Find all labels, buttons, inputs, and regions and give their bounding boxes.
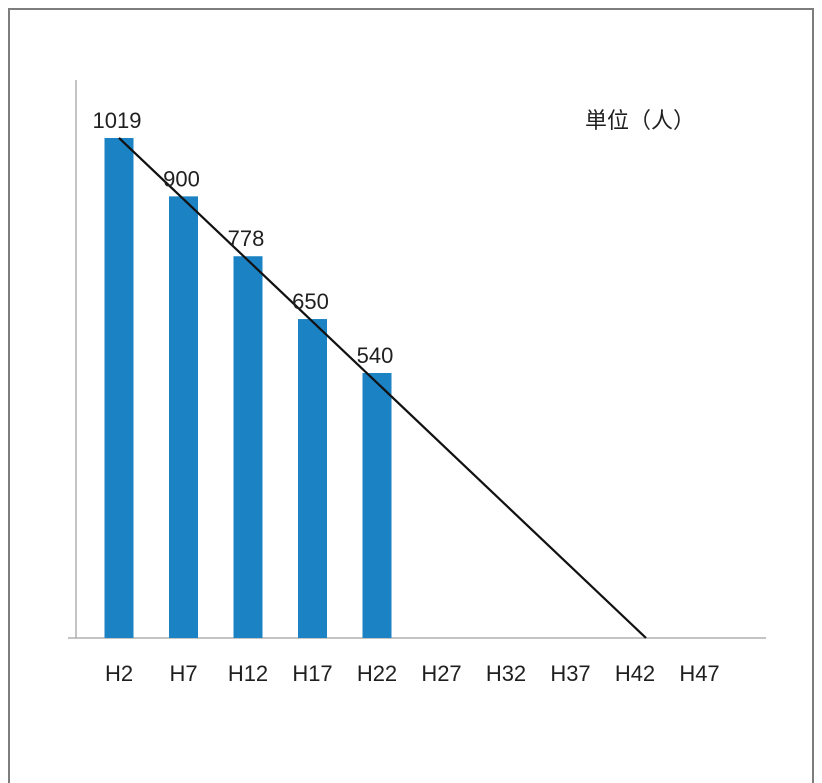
bar-H22 xyxy=(362,373,392,638)
unit-label: 単位（人） xyxy=(585,109,695,134)
bar-H17 xyxy=(298,319,327,638)
value-label-H2: 1019 xyxy=(93,108,142,133)
value-labels: 1019 900 778 650 540 xyxy=(93,108,394,368)
category-label-H47: H47 xyxy=(679,661,719,686)
trendline xyxy=(118,137,647,639)
category-label-H7: H7 xyxy=(169,661,197,686)
bar-H2 xyxy=(104,137,134,639)
category-label-H12: H12 xyxy=(228,661,268,686)
category-label-H32: H32 xyxy=(486,661,526,686)
category-label-H2: H2 xyxy=(105,661,133,686)
category-label-H37: H37 xyxy=(550,661,590,686)
chart-frame xyxy=(8,8,814,783)
value-label-H7: 900 xyxy=(163,166,200,191)
value-label-H17: 650 xyxy=(292,289,329,314)
category-label-H17: H17 xyxy=(292,661,332,686)
category-labels: H2 H7 H12 H17 H22 H27 H32 H37 H42 H47 xyxy=(105,661,720,686)
trendline-group xyxy=(118,137,647,639)
value-label-H12: 778 xyxy=(228,226,265,251)
bar-H12 xyxy=(233,256,263,638)
value-label-H22: 540 xyxy=(357,343,394,368)
bars xyxy=(104,137,392,639)
bar-H7 xyxy=(169,196,198,638)
category-label-H42: H42 xyxy=(615,661,655,686)
category-label-H27: H27 xyxy=(421,661,461,686)
category-label-H22: H22 xyxy=(357,661,397,686)
